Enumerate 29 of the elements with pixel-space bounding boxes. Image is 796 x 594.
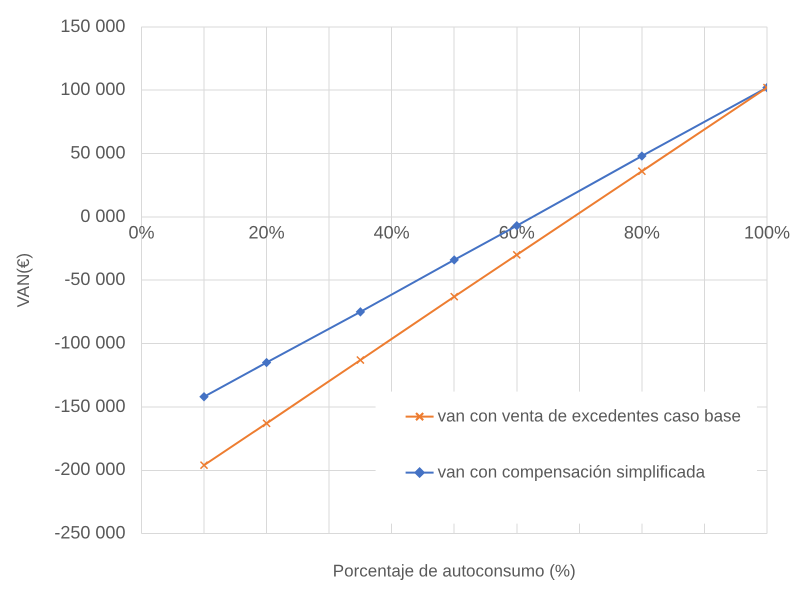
point: [512, 250, 522, 260]
x-tick-label: 100%: [744, 222, 790, 243]
point: [200, 460, 208, 470]
y-axis-title: VAN(€): [14, 252, 33, 308]
point: [450, 255, 459, 264]
point: [200, 392, 209, 402]
y-tick-label: 0 000: [80, 206, 126, 226]
point: [638, 166, 646, 176]
y-tick-label: -250 000: [54, 522, 126, 543]
x-axis-title: Porcentaje de autoconsumo (%): [332, 561, 576, 580]
x-tick-label: 0%: [128, 222, 154, 243]
y-tick-label: -50 000: [64, 269, 126, 290]
point: [262, 358, 272, 368]
point: [637, 152, 646, 161]
y-tick-label: 150 000: [60, 16, 126, 36]
point: [356, 356, 365, 364]
y-tick-label: -100 000: [54, 332, 126, 353]
y-tick-label: -200 000: [54, 459, 126, 480]
x-tick-label: 20%: [248, 222, 285, 243]
y-tick-label: 100 000: [60, 79, 126, 100]
x-tick-label: 80%: [624, 222, 660, 243]
y-tick-label: 50 000: [70, 142, 126, 162]
legend-label: van con venta de excedentes caso base: [438, 406, 741, 426]
point: [262, 419, 271, 428]
legend-label: van con compensación simplificada: [438, 462, 706, 482]
point: [450, 292, 459, 301]
y-tick-label: -150 000: [54, 396, 126, 416]
x-tick-label: 40%: [374, 222, 410, 243]
point: [356, 307, 365, 316]
